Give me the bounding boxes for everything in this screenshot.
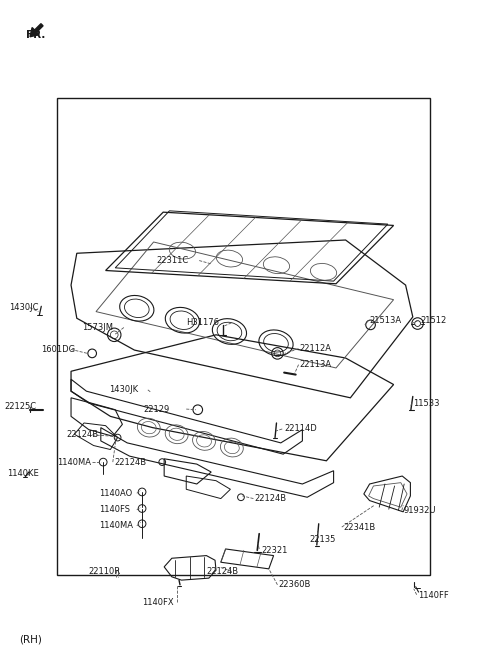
Text: 22124B: 22124B — [66, 430, 98, 440]
Text: 22124B: 22124B — [114, 457, 146, 467]
Text: 1140FS: 1140FS — [99, 505, 131, 514]
Text: 22110R: 22110R — [89, 567, 121, 576]
Text: 1140FF: 1140FF — [418, 591, 448, 600]
Text: 1140MA: 1140MA — [57, 457, 91, 467]
Text: 1140AO: 1140AO — [99, 489, 132, 498]
Text: 22112A: 22112A — [300, 344, 332, 353]
Text: 21513A: 21513A — [370, 316, 402, 325]
Text: 1140KE: 1140KE — [7, 469, 39, 478]
Text: 22360B: 22360B — [278, 580, 311, 589]
Text: 1601DG: 1601DG — [41, 345, 75, 354]
Text: 22341B: 22341B — [343, 523, 375, 532]
Text: 22113A: 22113A — [300, 360, 332, 369]
Text: 22124B: 22124B — [254, 494, 287, 503]
Text: 22311C: 22311C — [156, 256, 188, 265]
Text: 91932U: 91932U — [403, 506, 436, 515]
Text: 22125C: 22125C — [5, 402, 37, 411]
Text: 22124B: 22124B — [206, 567, 239, 576]
FancyArrow shape — [30, 24, 43, 36]
Text: 1140FX: 1140FX — [142, 597, 173, 607]
Text: 1140MA: 1140MA — [99, 521, 133, 530]
Text: (RH): (RH) — [19, 634, 42, 645]
Text: 1430JC: 1430JC — [9, 303, 38, 312]
Text: 21512: 21512 — [420, 316, 446, 325]
Text: 1573JM: 1573JM — [83, 323, 114, 332]
Text: 22129: 22129 — [143, 404, 169, 414]
Text: H31176: H31176 — [186, 318, 219, 328]
Text: 22135: 22135 — [310, 534, 336, 544]
Text: 1430JK: 1430JK — [109, 385, 139, 394]
Text: 22321: 22321 — [262, 546, 288, 555]
Text: 11533: 11533 — [413, 398, 439, 408]
Text: 22114D: 22114D — [284, 424, 317, 434]
Text: FR.: FR. — [26, 30, 46, 40]
